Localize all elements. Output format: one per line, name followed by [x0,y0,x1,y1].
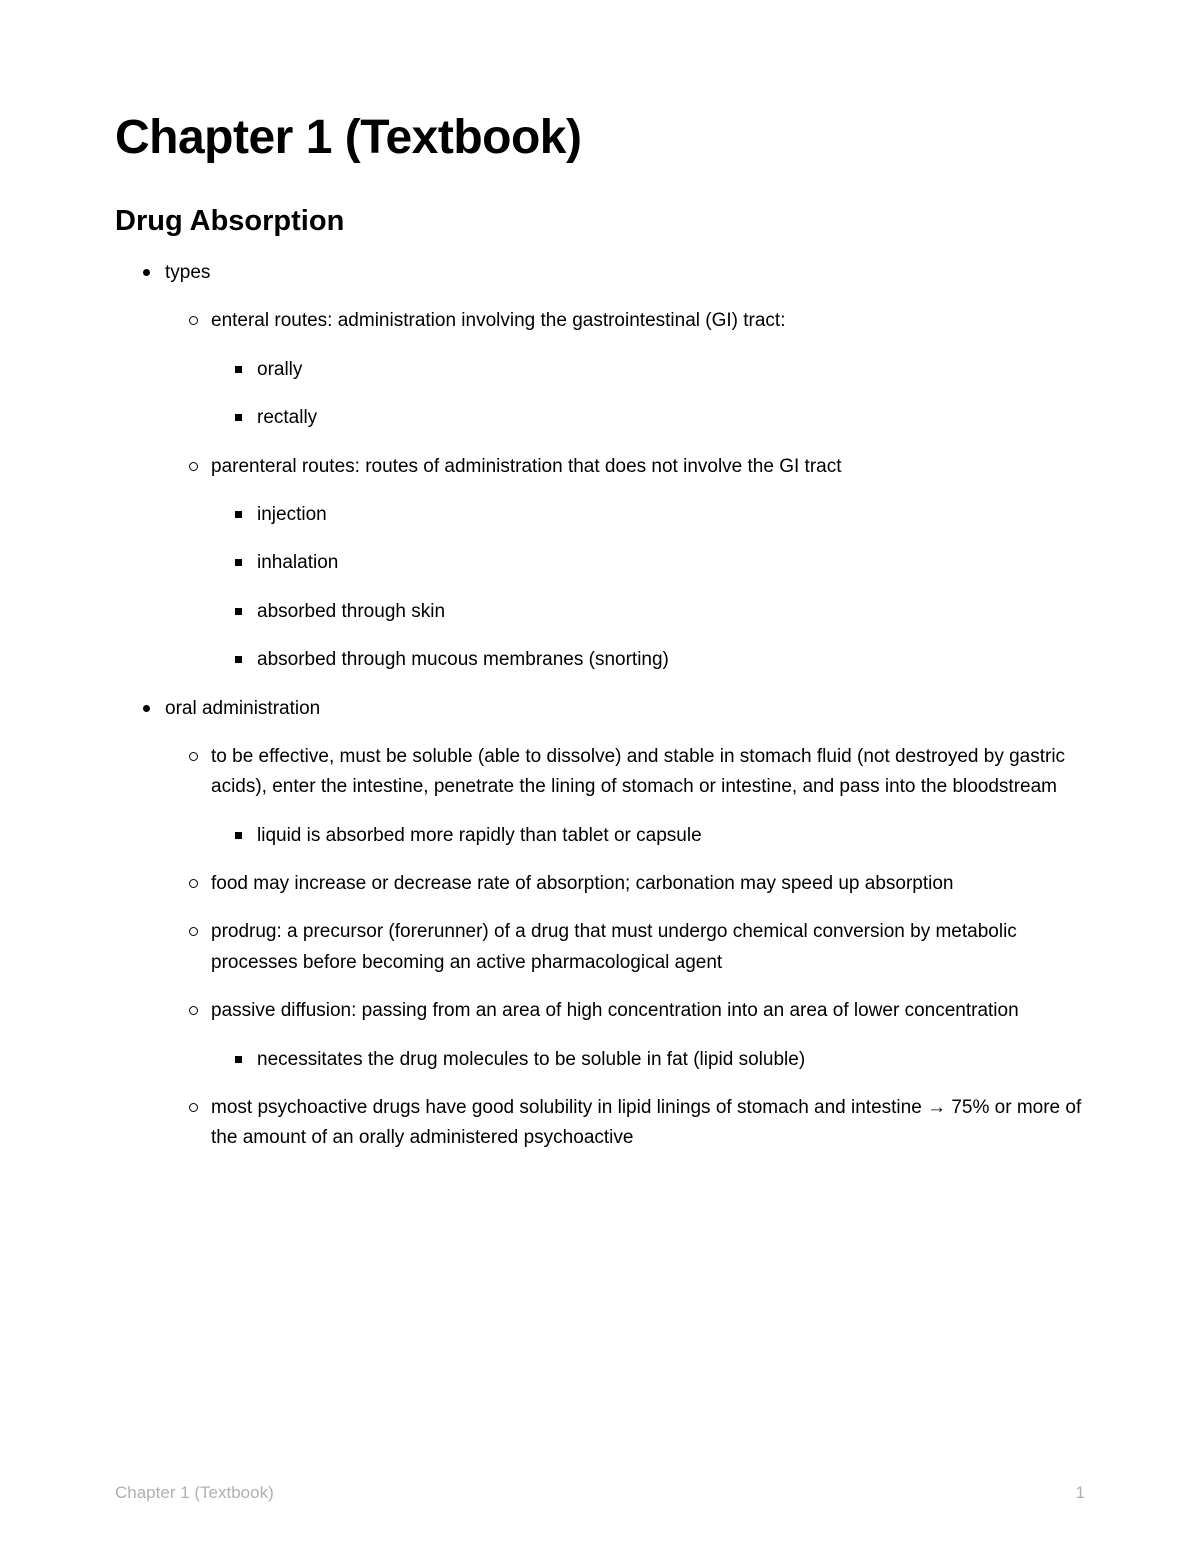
list-item-label: injection [257,504,327,525]
list-item-label: enteral routes: administration involving… [211,310,786,331]
page-footer: Chapter 1 (Textbook) 1 [115,1483,1085,1503]
list-item: absorbed through mucous membranes (snort… [235,645,1085,675]
list-item: orally [235,355,1085,385]
list-item-label: rectally [257,407,317,428]
list-item: liquid is absorbed more rapidly than tab… [235,821,1085,851]
list-item-label: parenteral routes: routes of administrat… [211,456,842,477]
list-level-3: orally rectally [211,355,1085,434]
list-item: oral administration to be effective, must… [143,694,1085,1154]
list-item-label: food may increase or decrease rate of ab… [211,873,954,894]
list-item-label: orally [257,359,302,380]
outline-list: types enteral routes: administration invo… [115,258,1085,1154]
list-item: enteral routes: administration involving… [189,306,1085,433]
list-item-label: absorbed through mucous membranes (snort… [257,649,669,670]
list-item: absorbed through skin [235,597,1085,627]
list-item: rectally [235,403,1085,433]
footer-title: Chapter 1 (Textbook) [115,1483,274,1503]
list-item: to be effective, must be soluble (able t… [189,742,1085,851]
list-item: parenteral routes: routes of administrat… [189,452,1085,676]
list-level-3: necessitates the drug molecules to be so… [211,1045,1085,1075]
list-item-label: prodrug: a precursor (forerunner) of a d… [211,921,1017,972]
list-item: inhalation [235,548,1085,578]
list-item: food may increase or decrease rate of ab… [189,869,1085,899]
list-item: prodrug: a precursor (forerunner) of a d… [189,917,1085,978]
list-level-2: to be effective, must be soluble (able t… [165,742,1085,1154]
list-item-label: passive diffusion: passing from an area … [211,1000,1019,1021]
list-level-3: liquid is absorbed more rapidly than tab… [211,821,1085,851]
list-item-label: absorbed through skin [257,601,445,622]
page-title: Chapter 1 (Textbook) [115,110,1085,165]
section-heading: Drug Absorption [115,205,1085,238]
list-level-2: enteral routes: administration involving… [165,306,1085,675]
footer-page-number: 1 [1076,1483,1085,1503]
list-item-label: necessitates the drug molecules to be so… [257,1049,805,1070]
list-item-label: types [165,262,210,283]
list-item: most psychoactive drugs have good solubi… [189,1093,1085,1154]
list-item: types enteral routes: administration invo… [143,258,1085,676]
list-item: passive diffusion: passing from an area … [189,996,1085,1075]
list-item-label: oral administration [165,698,320,719]
list-item-label: to be effective, must be soluble (able t… [211,746,1065,797]
list-item: injection [235,500,1085,530]
list-item-label: liquid is absorbed more rapidly than tab… [257,825,702,846]
list-item-label: most psychoactive drugs have good solubi… [211,1097,1081,1148]
list-item: necessitates the drug molecules to be so… [235,1045,1085,1075]
list-level-3: injection inhalation absorbed through skin… [211,500,1085,676]
list-item-label: inhalation [257,552,338,573]
